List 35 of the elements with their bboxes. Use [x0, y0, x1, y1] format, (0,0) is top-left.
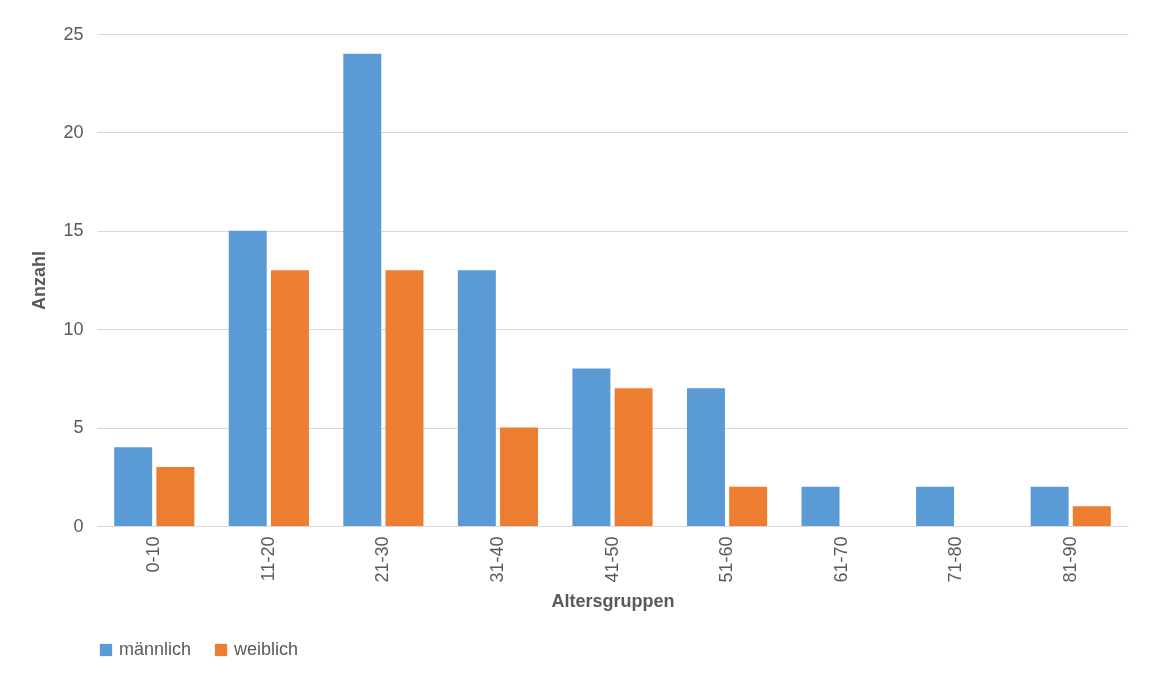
- x-tick-label: 81-90: [1059, 536, 1080, 583]
- x-tick-label: 71-80: [945, 536, 966, 583]
- x-tick-label: 31-40: [486, 536, 507, 583]
- bar: [228, 230, 267, 526]
- y-tick-label: 25: [63, 23, 84, 44]
- bar: [1072, 506, 1111, 526]
- bar: [729, 486, 768, 526]
- bar: [385, 270, 424, 526]
- bar: [916, 486, 955, 526]
- x-tick-label: 11-20: [257, 536, 278, 582]
- bar: [1030, 486, 1069, 526]
- x-tick-label: 0-10: [143, 536, 164, 573]
- bar: [270, 270, 309, 526]
- bar: [114, 447, 153, 526]
- bar: [457, 270, 496, 526]
- x-tick-label: 21-30: [372, 536, 393, 583]
- y-tick-label: 5: [73, 417, 84, 438]
- legend-label: weiblich: [233, 639, 299, 659]
- x-tick-label: 61-70: [830, 536, 851, 583]
- bar: [500, 427, 539, 526]
- bar: [343, 53, 382, 526]
- x-tick-label: 41-50: [601, 536, 622, 583]
- y-tick-label: 15: [63, 220, 84, 241]
- bar: [801, 486, 840, 526]
- bar: [572, 368, 611, 526]
- y-tick-label: 10: [63, 318, 84, 339]
- bar: [686, 388, 725, 526]
- legend-label: männlich: [119, 639, 192, 659]
- y-tick-label: 20: [63, 121, 84, 142]
- y-axis-title: Anzahl: [29, 250, 50, 311]
- bar: [156, 466, 195, 526]
- x-tick-label: 51-60: [716, 536, 737, 583]
- y-tick-label: 0: [73, 515, 84, 536]
- x-axis-title: Altersgruppen: [551, 590, 675, 611]
- bar: [614, 388, 653, 526]
